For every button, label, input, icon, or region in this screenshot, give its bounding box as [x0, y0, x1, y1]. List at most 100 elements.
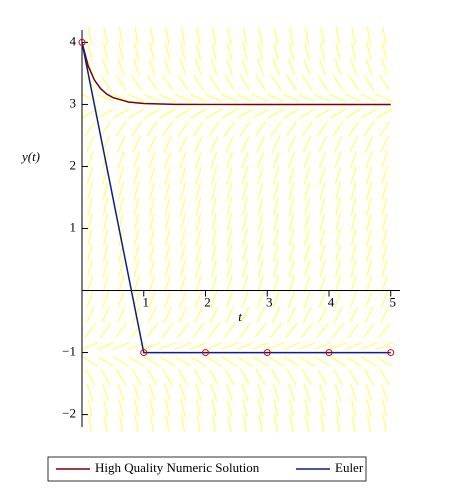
x-axis-label: t — [238, 309, 242, 324]
direction-segment — [365, 290, 373, 309]
direction-segment — [303, 290, 311, 309]
direction-segment — [102, 259, 109, 278]
direction-segment — [257, 228, 264, 247]
direction-segment — [149, 182, 155, 200]
direction-segment — [195, 244, 202, 262]
direction-segment — [288, 383, 295, 402]
direction-segment — [165, 414, 170, 433]
direction-segment — [85, 306, 95, 324]
direction-segment — [242, 42, 248, 61]
direction-segment — [225, 136, 234, 153]
direction-segment — [86, 58, 94, 76]
direction-segment — [364, 136, 374, 153]
direction-segment — [241, 290, 249, 309]
direction-segment — [345, 108, 362, 119]
direction-segment — [148, 290, 156, 309]
direction-segment — [381, 259, 388, 278]
direction-segment — [180, 259, 186, 278]
direction-segment — [131, 74, 142, 91]
direction-segment — [194, 151, 203, 169]
direction-segment — [205, 356, 223, 367]
direction-segment — [87, 197, 93, 216]
direction-segment — [163, 290, 172, 309]
direction-segment — [174, 356, 192, 367]
direction-segment — [304, 42, 310, 61]
direction-segment — [257, 275, 264, 293]
direction-segment — [86, 383, 94, 402]
direction-segment — [190, 108, 207, 119]
direction-segment — [351, 27, 356, 45]
direction-segment — [158, 342, 177, 350]
direction-segment — [303, 383, 311, 402]
direction-segment — [303, 151, 311, 169]
direction-segment — [118, 42, 124, 61]
direction-segment — [272, 58, 280, 76]
direction-segment — [380, 151, 389, 169]
direction-segment — [102, 383, 109, 402]
direction-segment — [335, 27, 341, 45]
direction-segment — [366, 244, 372, 262]
direction-segment — [146, 368, 158, 386]
direction-segment — [349, 306, 358, 324]
direction-segment — [164, 182, 171, 200]
direction-segment — [117, 275, 125, 293]
direction-segment — [318, 306, 327, 324]
direction-segment — [193, 74, 204, 91]
direction-segment — [314, 108, 331, 119]
direction-segment — [227, 414, 232, 433]
direction-segment — [195, 228, 202, 247]
direction-segment — [241, 151, 249, 169]
direction-segment — [149, 244, 155, 262]
direction-segment — [211, 42, 217, 61]
direction-segment — [349, 58, 358, 76]
direction-segment — [316, 322, 329, 339]
direction-segment — [376, 108, 393, 119]
direction-segment — [103, 27, 108, 45]
direction-segment — [162, 74, 173, 91]
direction-segment — [381, 275, 388, 293]
direction-segment — [257, 166, 264, 185]
direction-segment — [87, 244, 93, 262]
direction-segment — [242, 228, 248, 247]
direction-segment — [289, 27, 294, 45]
direction-segment — [118, 399, 124, 417]
direction-segment — [366, 228, 372, 247]
direction-segment — [287, 136, 296, 153]
direction-segment — [301, 74, 313, 91]
direction-segment — [381, 399, 388, 417]
direction-segment — [334, 290, 342, 309]
direction-segment — [220, 93, 239, 103]
direction-segment — [180, 244, 186, 262]
direction-segment — [366, 27, 372, 45]
direction-segment — [174, 108, 192, 119]
direction-segment — [86, 275, 94, 293]
direction-segment — [256, 58, 265, 76]
direction-segment — [252, 356, 269, 367]
direction-segment — [180, 42, 186, 61]
direction-segment — [366, 182, 372, 200]
direction-segment — [147, 136, 157, 153]
direction-segment — [257, 383, 264, 402]
direction-segment — [133, 213, 140, 231]
direction-segment — [112, 93, 130, 103]
direction-segment — [210, 290, 218, 309]
direction-segment — [220, 342, 239, 350]
direction-segment — [195, 197, 202, 216]
direction-segment — [224, 368, 235, 386]
direction-segment — [334, 275, 342, 293]
direction-segment — [319, 383, 326, 402]
direction-segment — [298, 356, 316, 367]
direction-segment — [350, 383, 357, 402]
direction-segment — [209, 136, 219, 153]
direction-segment — [381, 228, 388, 247]
direction-segment — [255, 368, 266, 386]
y-tick-label: −2 — [62, 406, 76, 421]
direction-segment — [118, 197, 124, 216]
x-tick-label: 5 — [389, 295, 396, 310]
direction-segment — [313, 342, 332, 350]
direction-segment — [288, 399, 295, 417]
direction-segment — [87, 27, 93, 45]
direction-segment — [81, 93, 99, 103]
direction-segment — [304, 213, 310, 231]
